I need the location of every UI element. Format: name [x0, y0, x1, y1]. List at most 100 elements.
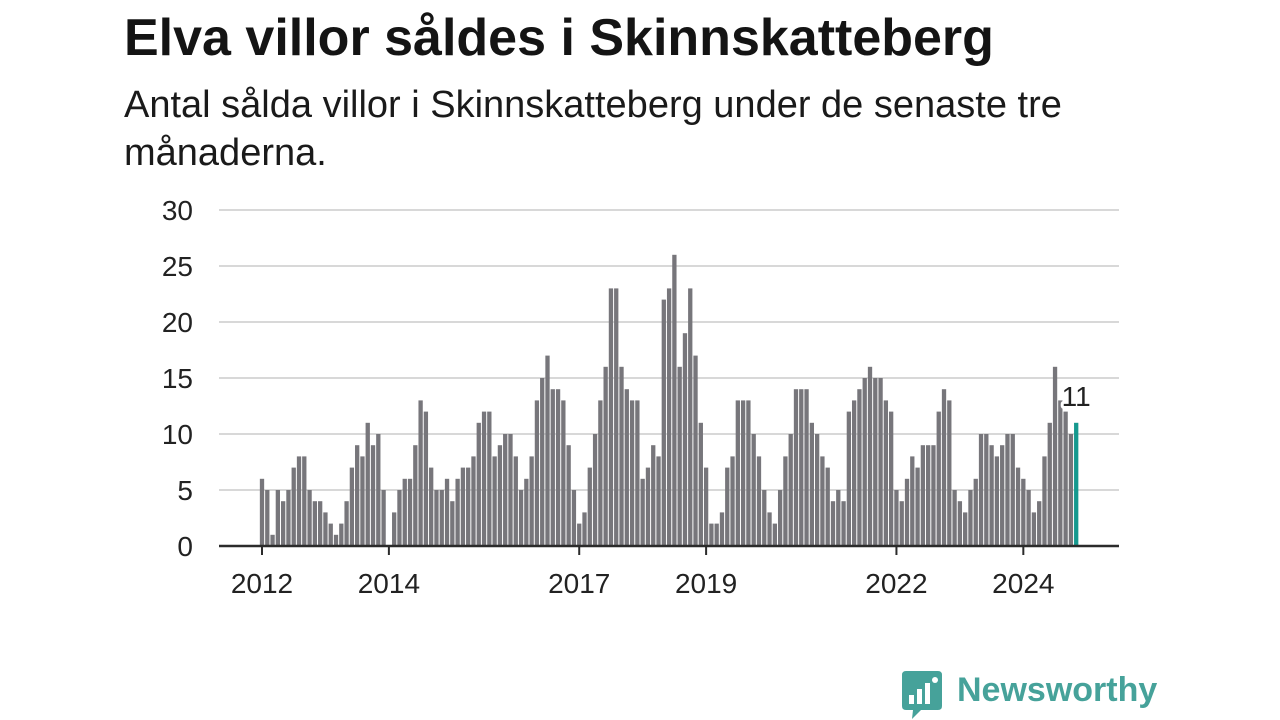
bar-2012-05 [281, 501, 286, 546]
bar-2021-12 [889, 411, 894, 546]
x-tick-label: 2024 [992, 568, 1054, 599]
x-tick-label: 2014 [358, 568, 420, 599]
bar-2017-10 [624, 389, 629, 546]
bar-2021-05 [851, 400, 857, 546]
bar-2016-02 [518, 490, 524, 546]
bar-2019-12 [762, 490, 767, 546]
bar-2017-03 [587, 467, 592, 546]
bar-2016-03 [524, 478, 529, 546]
bar-2015-06 [476, 422, 481, 546]
bar-2014-09 [429, 467, 434, 546]
bar-2012-01 [259, 478, 265, 546]
x-tick-label: 2019 [675, 568, 737, 599]
bar-2015-11 [503, 434, 508, 546]
bar-2023-06 [984, 434, 989, 546]
bar-2013-09 [365, 422, 370, 546]
y-tick-label: 15 [162, 363, 193, 394]
bar-2012-04 [275, 490, 281, 546]
bar-2018-08 [677, 366, 682, 546]
bar-2021-06 [857, 389, 862, 546]
bar-2023-05 [978, 434, 984, 546]
bar-2016-01 [513, 456, 518, 546]
bar-2019-06 [730, 456, 735, 546]
bar-2015-01 [450, 501, 455, 546]
bar-2012-10 [307, 490, 312, 546]
bar-2020-02 [772, 523, 777, 546]
bar-2017-06 [603, 366, 608, 546]
bar-2021-04 [846, 411, 852, 546]
bar-2023-08 [994, 456, 1000, 546]
bar-2017-07 [608, 288, 614, 546]
bars [259, 254, 1079, 547]
bar-2023-07 [989, 445, 994, 546]
bar-2022-10 [941, 389, 947, 546]
bar-2018-05 [661, 299, 666, 546]
bar-2016-05 [534, 400, 540, 546]
x-tick-label: 2012 [231, 568, 293, 599]
bar-2024-05 [1042, 456, 1047, 546]
bar-2018-09 [682, 333, 688, 546]
bar-2016-08 [550, 389, 555, 546]
bar-2022-08 [931, 445, 936, 546]
bar-2019-07 [735, 400, 740, 546]
bar-2015-09 [492, 456, 497, 546]
bar-2023-10 [1005, 434, 1010, 546]
bar-2022-04 [910, 456, 915, 546]
bar-2013-01 [323, 512, 328, 546]
bar-2021-03 [841, 501, 846, 546]
bar-2018-10 [688, 288, 693, 546]
bar-2012-08 [296, 456, 302, 546]
bar-2012-12 [318, 501, 323, 546]
bar-2020-06 [793, 389, 799, 546]
bar-2021-09 [873, 378, 878, 546]
bar-2021-02 [836, 490, 841, 546]
bar-2023-02 [963, 512, 968, 546]
newsworthy-logo: Newsworthy [901, 668, 1157, 720]
bar-2024-02 [1026, 490, 1031, 546]
data-label: 11 [1062, 381, 1091, 412]
bar-2013-11 [376, 434, 381, 546]
bar-2016-12 [571, 490, 577, 546]
bar-2015-07 [481, 411, 487, 546]
newsworthy-logo-text: Newsworthy [957, 671, 1158, 709]
bar-2014-06 [413, 445, 418, 546]
bar-2024-01 [1021, 478, 1026, 546]
bar-2020-08 [804, 389, 809, 546]
bar-2014-07 [418, 400, 423, 546]
bar-2022-09 [936, 411, 941, 546]
bar-2013-03 [333, 534, 339, 546]
bar-2013-06 [349, 467, 355, 546]
bar-2014-05 [407, 478, 413, 546]
bar-2012-09 [302, 456, 307, 546]
bar-2013-02 [328, 523, 333, 546]
bar-2018-04 [656, 456, 661, 546]
bar-2013-05 [344, 501, 349, 546]
bar-2020-12 [825, 467, 830, 546]
bar-2015-05 [471, 456, 476, 546]
bar-2016-11 [566, 445, 571, 546]
bar-2020-09 [809, 422, 814, 546]
bar-2022-12 [952, 490, 957, 546]
bar-2020-11 [820, 456, 825, 546]
bar-2015-04 [466, 467, 471, 546]
bar-2024-09 [1063, 411, 1068, 546]
bar-2017-09 [619, 366, 624, 546]
bar-2017-05 [598, 400, 603, 546]
bar-2020-03 [777, 490, 783, 546]
bar-2018-07 [672, 254, 677, 547]
bar-2013-07 [355, 445, 360, 546]
bar-2017-02 [582, 512, 587, 546]
bar-2023-01 [957, 501, 963, 546]
bar-2016-04 [529, 456, 534, 546]
bar-2021-11 [883, 400, 889, 546]
bar-2019-02 [709, 523, 714, 546]
bar-2023-09 [1000, 445, 1005, 546]
bar-2024-04 [1037, 501, 1042, 546]
bar-2024-07 [1052, 366, 1058, 546]
bar-2018-12 [698, 422, 703, 546]
bar-chart-speech-bubble-icon [902, 671, 942, 719]
bar-2020-10 [814, 434, 820, 546]
bar-2023-11 [1010, 434, 1015, 546]
bar-2024-08 [1058, 400, 1063, 546]
chart-subtitle: Antal sålda villor i Skinnskatteberg und… [124, 84, 1062, 174]
